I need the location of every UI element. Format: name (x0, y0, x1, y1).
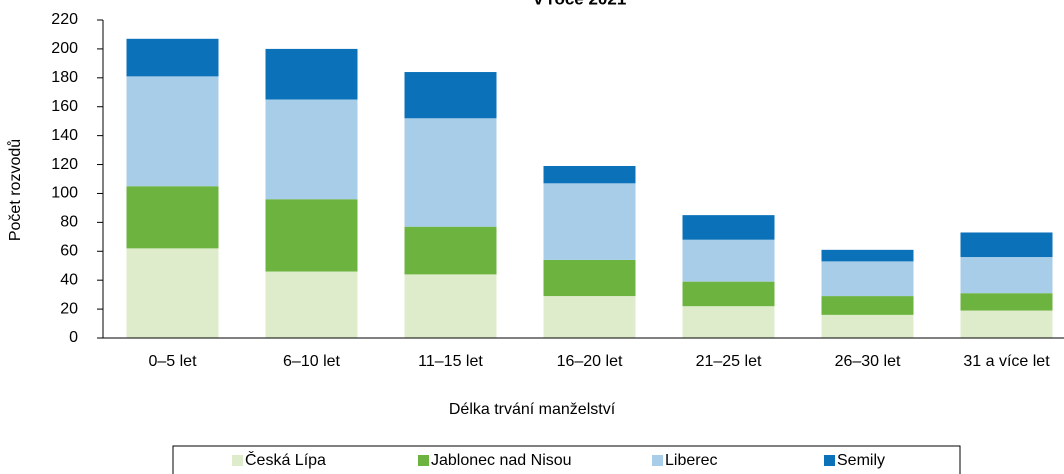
bar-segment (126, 76, 219, 187)
legend-label: Liberec (665, 452, 717, 469)
legend-swatch (652, 455, 663, 466)
bar-segment (126, 186, 219, 249)
bar-segment (543, 259, 636, 297)
chart-title: v roce 2021 (534, 0, 627, 8)
x-tick-label: 31 a více let (963, 353, 1050, 370)
bar-segment (265, 271, 358, 338)
bar-segment (960, 232, 1053, 258)
legend-box (172, 445, 961, 474)
x-tick-label: 11–15 let (418, 353, 483, 370)
bar-segment (960, 310, 1053, 338)
legend-swatch (824, 455, 835, 466)
x-axis-label: Délka trvání manželství (449, 401, 616, 418)
legend-label: Česká Lípa (245, 450, 326, 469)
y-tick-label: 80 (60, 214, 78, 231)
bar-segment (404, 226, 497, 275)
y-tick-label: 200 (51, 40, 78, 57)
bar-segment (404, 72, 497, 119)
bar-segment (821, 249, 914, 262)
y-tick-label: 40 (60, 271, 78, 288)
y-tick-label: 120 (51, 156, 78, 173)
legend-label: Jablonec nad Nisou (431, 452, 572, 469)
x-tick-label: 16–20 let (557, 353, 623, 370)
bar-segment (265, 99, 358, 200)
y-tick-label: 180 (51, 69, 78, 86)
bar-segment (543, 165, 636, 184)
legend-swatch (232, 455, 243, 466)
bar-segment (960, 257, 1053, 294)
y-tick-label: 60 (60, 242, 78, 259)
bar-segment (126, 38, 219, 77)
bar-segment (821, 314, 914, 338)
bar-segment (821, 261, 914, 297)
x-tick-label: 26–30 let (835, 353, 901, 370)
bar-segment (404, 274, 497, 338)
bar-segment (543, 183, 636, 260)
bar-segment (682, 281, 775, 307)
bar-segment (682, 306, 775, 338)
x-tick-label: 0–5 let (148, 353, 197, 370)
legend-swatch (418, 455, 429, 466)
x-tick-label: 6–10 let (283, 353, 340, 370)
y-tick-label: 0 (69, 329, 78, 346)
y-tick-label: 140 (51, 127, 78, 144)
bar-segment (265, 199, 358, 272)
bar-segment (682, 215, 775, 240)
bar-segment (960, 293, 1053, 311)
bar-segment (543, 296, 636, 338)
legend-label: Semily (837, 452, 885, 469)
y-axis-label: Počet rozvodů (6, 139, 24, 241)
bar-segment (404, 118, 497, 227)
y-tick-label: 20 (60, 300, 78, 317)
bar-segment (126, 248, 219, 338)
y-tick-label: 160 (51, 98, 78, 115)
bar-segment (821, 296, 914, 315)
x-tick-label: 21–25 let (696, 353, 762, 370)
y-tick-label: 220 (51, 11, 78, 28)
bar-segment (682, 239, 775, 282)
bar-segment (265, 48, 358, 100)
y-tick-label: 100 (51, 185, 78, 202)
